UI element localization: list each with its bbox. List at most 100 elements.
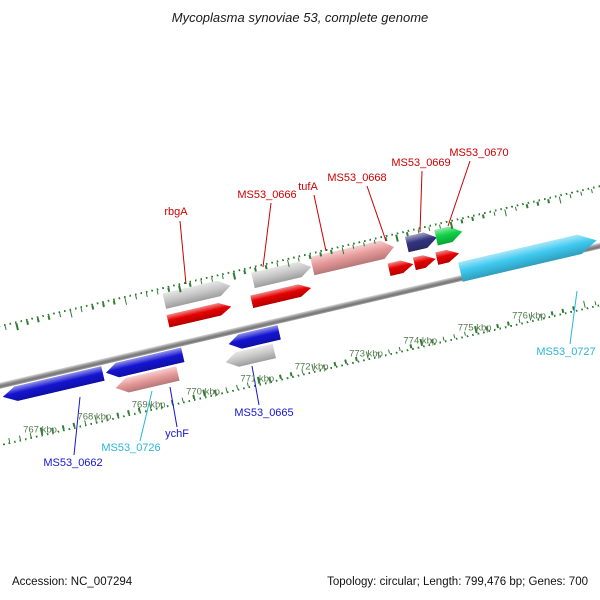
major-tick bbox=[178, 285, 182, 293]
minor-tick bbox=[37, 318, 40, 323]
ruler-label: 771 kbp bbox=[240, 373, 275, 385]
minor-tick bbox=[514, 206, 518, 211]
minor-tick bbox=[308, 254, 311, 260]
major-tick bbox=[123, 297, 128, 306]
minor-tick bbox=[26, 320, 29, 325]
ruler-label: 776 kbp bbox=[512, 310, 546, 322]
minor-tick bbox=[387, 349, 391, 354]
minor-tick bbox=[590, 188, 594, 194]
major-tick bbox=[232, 272, 236, 280]
major-tick bbox=[69, 310, 73, 318]
minor-tick bbox=[102, 302, 105, 308]
minor-tick bbox=[319, 252, 322, 257]
minor-tick bbox=[561, 308, 564, 313]
minor-tick bbox=[91, 305, 94, 310]
gene-arrow[interactable] bbox=[435, 247, 460, 265]
minor-tick bbox=[525, 204, 529, 209]
gene-label-MS53_0668[interactable]: MS53_0668 bbox=[327, 172, 387, 184]
minor-tick bbox=[290, 372, 293, 377]
topology-text: Topology: circular; Length: 799,476 bp; … bbox=[327, 576, 588, 588]
minor-tick bbox=[362, 242, 366, 247]
minor-tick bbox=[536, 201, 539, 206]
major-tick bbox=[395, 234, 399, 242]
major-tick bbox=[558, 196, 562, 204]
minor-tick bbox=[352, 244, 355, 249]
accession-text: Accession: NC_007294 bbox=[12, 576, 133, 588]
major-tick bbox=[286, 259, 290, 268]
gene-label-rbgA[interactable]: rbgA bbox=[164, 206, 188, 218]
minor-tick bbox=[279, 374, 282, 379]
minor-tick bbox=[265, 264, 268, 270]
minor-tick bbox=[134, 295, 138, 300]
minor-tick bbox=[482, 214, 485, 219]
minor-tick bbox=[200, 280, 203, 285]
minor-tick bbox=[235, 384, 239, 389]
minor-tick bbox=[276, 262, 279, 267]
gene-arrow-MS53_0668[interactable] bbox=[387, 258, 414, 276]
minor-tick bbox=[145, 292, 149, 298]
minor-tick bbox=[550, 311, 554, 316]
minor-tick bbox=[333, 361, 336, 367]
minor-tick bbox=[453, 334, 456, 339]
minor-tick bbox=[254, 267, 257, 272]
major-tick bbox=[582, 300, 586, 308]
minor-tick bbox=[18, 435, 22, 440]
major-tick bbox=[449, 221, 453, 230]
gene-label-MS53_0670[interactable]: MS53_0670 bbox=[449, 147, 509, 159]
minor-tick bbox=[493, 211, 496, 216]
minor-tick bbox=[460, 219, 463, 224]
minor-tick bbox=[580, 191, 583, 196]
minor-tick bbox=[62, 425, 65, 430]
minor-tick bbox=[7, 437, 11, 443]
minor-tick bbox=[569, 194, 572, 199]
minor-tick bbox=[417, 229, 420, 234]
minor-tick bbox=[384, 237, 387, 242]
minor-tick bbox=[127, 410, 130, 415]
ruler-label: 770 kbp bbox=[186, 386, 220, 398]
major-tick bbox=[504, 209, 508, 217]
gene-label-MS53_0665[interactable]: MS53_0665 bbox=[234, 407, 294, 419]
gene-label-ychF[interactable]: ychF bbox=[165, 428, 189, 440]
minor-tick bbox=[167, 287, 170, 292]
minor-tick bbox=[344, 359, 347, 364]
gene-label-MS53_0662[interactable]: MS53_0662 bbox=[43, 457, 103, 469]
minor-tick bbox=[406, 232, 409, 237]
minor-tick bbox=[113, 300, 116, 305]
minor-tick bbox=[47, 315, 51, 320]
gene-label-MS53_0666[interactable]: MS53_0666 bbox=[237, 189, 297, 201]
minor-tick bbox=[80, 308, 83, 313]
minor-tick bbox=[224, 387, 228, 392]
minor-tick bbox=[156, 290, 159, 295]
minor-tick bbox=[572, 306, 575, 311]
ruler-label: 769 kbp bbox=[131, 399, 166, 411]
minor-tick bbox=[428, 226, 431, 232]
minor-tick bbox=[471, 216, 474, 222]
minor-tick bbox=[181, 397, 184, 402]
minor-tick bbox=[210, 277, 214, 282]
minor-tick bbox=[58, 313, 62, 318]
minor-tick bbox=[221, 275, 225, 280]
gene-label-MS53_0726[interactable]: MS53_0726 bbox=[101, 442, 161, 454]
minor-tick bbox=[438, 224, 442, 229]
minor-tick bbox=[547, 199, 550, 204]
minor-tick bbox=[398, 346, 402, 351]
ruler-label: 772 kbp bbox=[294, 361, 329, 372]
minor-tick bbox=[243, 270, 246, 275]
major-tick bbox=[15, 323, 19, 331]
gene-label-MS53_0727[interactable]: MS53_0727 bbox=[536, 346, 596, 358]
gene-arrow-MS53_0727[interactable] bbox=[458, 231, 599, 282]
minor-tick bbox=[4, 325, 7, 330]
ruler-label: 775 kbp bbox=[457, 322, 492, 334]
minor-tick bbox=[594, 301, 597, 306]
minor-tick bbox=[189, 282, 192, 287]
gene-label-MS53_0669[interactable]: MS53_0669 bbox=[391, 157, 451, 169]
ruler-label: 773 kbp bbox=[349, 348, 383, 360]
ruler-label: 768 kbp bbox=[77, 411, 112, 423]
gene-label-tufA[interactable]: tufA bbox=[298, 181, 318, 193]
figure-title: Mycoplasma synoviae 53, complete genome bbox=[171, 10, 429, 25]
gene-arrow[interactable] bbox=[224, 344, 276, 370]
ruler-label: 767 kbp bbox=[23, 424, 57, 436]
gene-arrow[interactable] bbox=[413, 253, 437, 271]
minor-tick bbox=[116, 412, 119, 417]
